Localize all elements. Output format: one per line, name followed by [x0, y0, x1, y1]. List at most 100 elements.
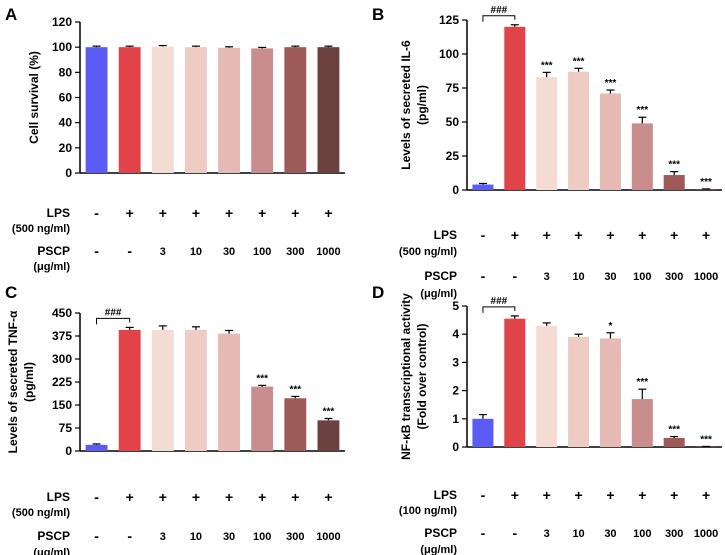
y-axis-label: Levels of secreted TNF-α [6, 310, 20, 453]
lps-row-cell: + [291, 205, 299, 221]
bracket-label: ### [105, 307, 122, 318]
bar [536, 325, 558, 447]
bar [317, 420, 340, 451]
y-axis-label: Cell survival (%) [27, 51, 41, 144]
significance-label: *** [700, 434, 712, 445]
significance-label: *** [636, 105, 648, 116]
pscp-row-cell: 100 [253, 531, 271, 543]
bar [218, 333, 240, 451]
bar [472, 418, 494, 447]
lps-row-cell: + [324, 489, 332, 505]
bar [599, 93, 621, 190]
significance-label: *** [541, 60, 553, 71]
significance-bracket [482, 306, 516, 313]
lps-row-cell: - [94, 489, 99, 505]
y-axis-label: (Fold over control) [415, 324, 429, 430]
pscp-row-cell: 3 [544, 528, 550, 540]
y-tick-label: 3 [452, 355, 459, 369]
significance-label: *** [573, 56, 585, 67]
y-axis-label: NF-κB transcriptional activity [399, 293, 413, 460]
y-tick-label: 100 [439, 47, 459, 61]
panel-b-letter: B [372, 5, 384, 24]
significance-label: *** [668, 160, 680, 171]
pscp-row-cell: - [94, 528, 99, 544]
lps-row-cell: + [702, 227, 710, 243]
pscp-row-cell: 300 [286, 531, 304, 543]
pscp-row-cell: 1000 [694, 528, 718, 540]
y-axis-label: Levels of secreted IL-6 [399, 40, 413, 170]
pscp-row-cell: 100 [633, 528, 651, 540]
bar [85, 444, 108, 451]
significance-label: *** [700, 177, 712, 188]
lps-row-cell: - [94, 205, 99, 221]
pscp-row-label: PSCP [424, 526, 457, 540]
lps-row-label: LPS [47, 206, 70, 220]
lps-row-cell: + [670, 487, 678, 503]
y-tick-label: 20 [59, 141, 73, 155]
lps-row-cell: + [291, 489, 299, 505]
y-axis-label: (pg/ml) [22, 362, 36, 402]
pscp-row-label: PSCP [37, 529, 70, 543]
y-tick-label: 75 [446, 81, 460, 95]
lps-row-cell: - [481, 487, 486, 503]
y-tick-label: 225 [52, 375, 72, 389]
pscp-row-label: PSCP [424, 269, 457, 283]
significance-label: *** [323, 406, 335, 417]
pscp-row-cell: - [94, 243, 99, 259]
bar [85, 47, 108, 173]
significance-bracket [96, 317, 131, 325]
panel-c: 0 75 150 225 300 375 450 Levels of secreted TNF… [6, 306, 345, 555]
bracket-label: ### [491, 5, 508, 16]
pscp-row-cell: 300 [665, 528, 683, 540]
significance-label: *** [256, 373, 268, 384]
y-tick-label: 1 [452, 412, 459, 426]
pscp-row-cell: 30 [223, 246, 235, 258]
lps-row-cell: + [126, 489, 134, 505]
lps-row-cell: + [670, 227, 678, 243]
lps-row-cell: + [638, 227, 646, 243]
lps-row-cell: + [126, 205, 134, 221]
bar [663, 437, 685, 447]
pscp-row-cell: - [127, 243, 132, 259]
y-tick-label: 0 [65, 444, 72, 458]
bar [599, 338, 621, 447]
bar [663, 175, 685, 190]
pscp-row-cell: - [127, 528, 132, 544]
pscp-row-cell: 10 [572, 528, 584, 540]
panel-a-letter: A [5, 5, 17, 24]
lps-row-cell: + [159, 489, 167, 505]
pscp-row-label: PSCP [37, 244, 70, 258]
lps-row-label: LPS [434, 228, 457, 242]
significance-bracket [482, 15, 516, 22]
lps-row-unit: (500 ng/ml) [399, 246, 457, 258]
bar [218, 47, 240, 173]
panel-d-letter: D [372, 283, 384, 302]
pscp-row-cell: 1000 [694, 271, 718, 283]
pscp-row-cell: 30 [604, 271, 616, 283]
y-tick-label: 75 [59, 421, 73, 435]
bar [504, 318, 526, 447]
y-tick-label: 60 [59, 91, 73, 105]
pscp-row-cell: 10 [572, 271, 584, 283]
y-tick-label: 4 [452, 327, 459, 341]
pscp-row-cell: 300 [665, 271, 683, 283]
pscp-row-cell: 1000 [316, 531, 340, 543]
pscp-row-cell: 30 [223, 531, 235, 543]
bar [317, 47, 340, 173]
significance-label: * [608, 321, 612, 332]
bar [151, 329, 174, 451]
y-tick-label: 2 [452, 384, 459, 398]
y-tick-label: 100 [52, 40, 72, 54]
y-tick-label: 0 [65, 166, 72, 180]
lps-row-cell: + [574, 487, 582, 503]
bar [118, 329, 141, 451]
y-tick-label: 50 [446, 115, 460, 129]
y-tick-label: 450 [52, 306, 72, 320]
bar [251, 386, 274, 451]
bar [536, 77, 558, 190]
pscp-row-cell: 100 [253, 246, 271, 258]
significance-label: *** [605, 78, 617, 89]
panel-a: 0 20 40 60 80 100 120 Cell survival (%) LPS (500 … [12, 15, 345, 273]
bar [251, 48, 274, 173]
